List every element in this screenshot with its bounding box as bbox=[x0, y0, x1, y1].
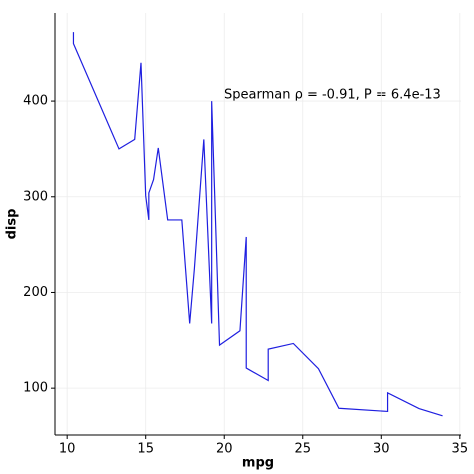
y-tick-label: 400 bbox=[23, 94, 48, 109]
annotation: Spearman ρ = -0.91, P = 6.4e-13 bbox=[224, 88, 441, 103]
y-axis-title: disp bbox=[5, 209, 20, 240]
x-tick-label: 25 bbox=[294, 442, 311, 457]
x-tick-label: 15 bbox=[137, 442, 154, 457]
x-tick-label: 20 bbox=[216, 442, 233, 457]
x-tick-label: 10 bbox=[59, 442, 76, 457]
x-tick-label: 35 bbox=[452, 442, 469, 457]
x-axis-title: mpg bbox=[242, 456, 274, 471]
y-tick-label: 200 bbox=[23, 285, 48, 300]
y-tick-label: 300 bbox=[23, 189, 48, 204]
y-tick-label: 100 bbox=[23, 381, 48, 396]
line-series bbox=[72, 32, 443, 417]
x-tick-label: 30 bbox=[373, 442, 390, 457]
